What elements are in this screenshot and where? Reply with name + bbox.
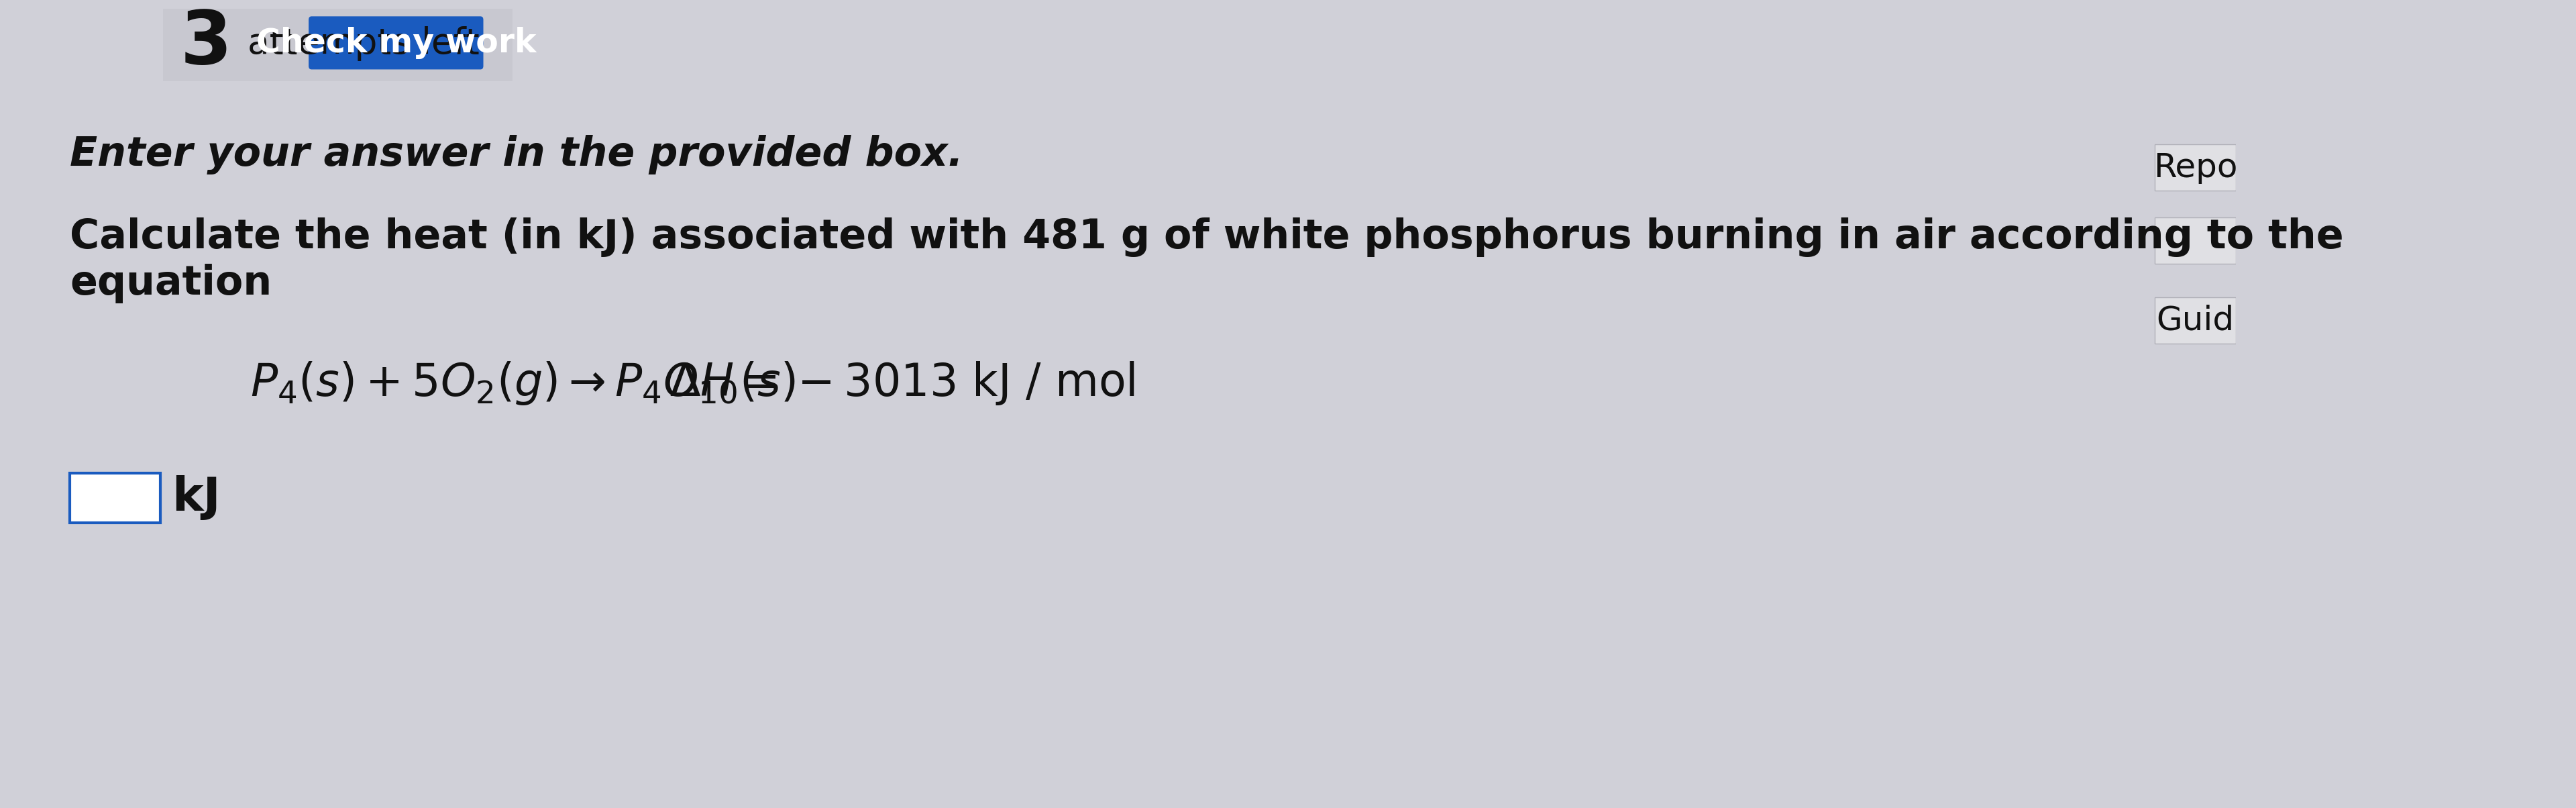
Text: Enter your answer in the provided box.: Enter your answer in the provided box. — [70, 135, 963, 175]
Text: kJ: kJ — [173, 475, 222, 520]
Text: $P_4(s) + 5O_2(g) \rightarrow P_4O_{10}(s)$: $P_4(s) + 5O_2(g) \rightarrow P_4O_{10}(… — [250, 360, 796, 406]
Bar — [70, 473, 160, 523]
Text: equation: equation — [70, 264, 273, 304]
Text: Calculate the heat (in kJ) associated with 481 g of white phosphorus burning in : Calculate the heat (in kJ) associated wi… — [70, 217, 2344, 257]
FancyBboxPatch shape — [309, 16, 484, 69]
Bar — [2154, 217, 2236, 264]
Text: Guid: Guid — [2156, 304, 2233, 336]
Bar — [2154, 145, 2236, 191]
Text: $\Delta H = -3013$ kJ / mol: $\Delta H = -3013$ kJ / mol — [670, 360, 1136, 406]
Bar — [162, 9, 513, 82]
Text: attempts left: attempts left — [237, 26, 479, 61]
Text: 3: 3 — [180, 7, 232, 79]
Bar — [2154, 297, 2236, 343]
Text: Repo: Repo — [2154, 152, 2239, 183]
Text: Check my work: Check my work — [255, 27, 536, 59]
